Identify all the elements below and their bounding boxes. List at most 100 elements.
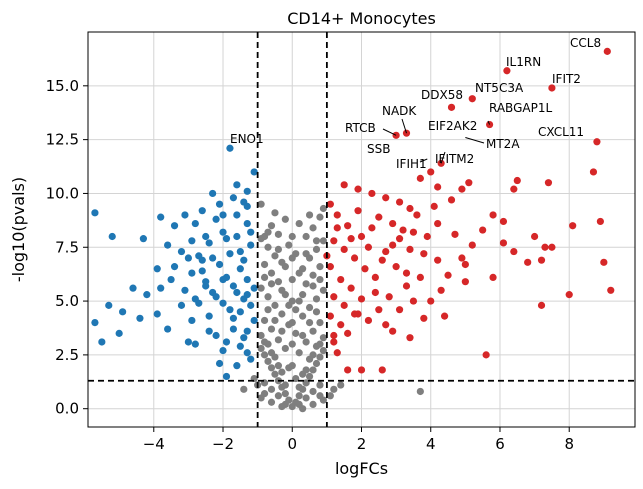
data-point-ns [267, 222, 276, 230]
data-point-up [524, 258, 532, 266]
data-point-down [243, 187, 251, 195]
data-point-ns [319, 237, 328, 245]
data-point-up [531, 232, 539, 241]
data-point-ns [257, 284, 265, 292]
data-point-up [489, 211, 497, 219]
data-point-up [607, 286, 615, 294]
gene-label: EIF2AK2 [428, 119, 477, 133]
data-point-ns [299, 331, 307, 340]
data-point-down [184, 254, 192, 262]
data-point-down [157, 213, 165, 221]
data-point-ns [271, 301, 279, 309]
data-point-down [215, 200, 224, 208]
data-point-up [375, 213, 383, 221]
data-point-ns [264, 243, 272, 251]
data-point-down [233, 232, 241, 241]
data-point-up [465, 179, 473, 187]
data-point-ns [302, 250, 310, 258]
data-point-up [434, 256, 442, 264]
data-point-ns [267, 325, 276, 333]
gene-label: CXCL11 [538, 125, 584, 139]
data-point-up [569, 222, 577, 230]
data-point-down [247, 228, 255, 236]
gene-label: MT2A [486, 137, 520, 151]
data-point-down [247, 355, 255, 363]
data-point-ns [278, 402, 286, 411]
data-point-ns [416, 387, 424, 396]
data-point-ns [316, 318, 324, 327]
data-point-down [219, 299, 227, 307]
data-point-up [382, 321, 390, 329]
data-point-ns [319, 286, 328, 294]
data-point-down [198, 207, 206, 215]
data-point-up [427, 297, 435, 305]
data-point-ns [288, 275, 296, 284]
data-point-up [603, 47, 611, 55]
data-point-down [209, 254, 217, 262]
data-point-up [333, 211, 341, 219]
data-point-ns [330, 385, 338, 393]
data-point-ns [302, 366, 310, 374]
data-point-up [402, 282, 411, 290]
data-point-up [451, 230, 459, 238]
data-point-down [222, 235, 231, 243]
annotation-leader-line [487, 120, 491, 125]
data-point-up [347, 284, 355, 292]
data-point-up [364, 243, 373, 251]
data-point-up [326, 200, 334, 208]
data-point-ns [278, 310, 286, 318]
data-point-down [233, 181, 241, 189]
data-point-up [382, 247, 390, 256]
data-point-up [354, 207, 362, 215]
data-point-down [205, 239, 213, 247]
data-point-ns [326, 392, 334, 400]
data-point-down [229, 282, 238, 290]
data-point-ns [288, 318, 296, 327]
data-point-ns [309, 351, 317, 359]
data-point-down [198, 256, 206, 264]
data-point-down [91, 209, 99, 217]
data-point-down [119, 308, 127, 316]
data-point-ns [278, 286, 286, 294]
data-point-up [447, 196, 456, 204]
data-point-ns [257, 344, 265, 353]
data-point-down [191, 340, 199, 348]
x-tick-label: 8 [564, 435, 574, 453]
data-point-ns [337, 381, 345, 389]
data-point-down [250, 168, 258, 176]
data-point-down [243, 202, 251, 210]
data-point-up [596, 217, 604, 226]
data-point-up [510, 247, 518, 256]
data-point-up [395, 306, 404, 314]
data-point-up [382, 194, 390, 202]
data-point-up [430, 202, 438, 210]
data-point-down [181, 211, 189, 219]
gene-label: CCL8 [570, 36, 601, 50]
data-point-ns [260, 390, 269, 398]
data-point-ns [240, 385, 248, 393]
data-point-down [167, 275, 175, 284]
data-point-ns [295, 297, 303, 305]
data-point-ns [264, 357, 272, 365]
data-point-down [188, 269, 196, 277]
data-point-down [219, 211, 227, 219]
data-point-ns [299, 405, 307, 413]
data-point-ns [274, 362, 283, 370]
data-point-down [243, 349, 251, 357]
data-point-ns [288, 362, 296, 370]
data-point-ns [292, 329, 300, 337]
data-point-ns [281, 390, 289, 398]
data-point-up [357, 295, 366, 303]
data-point-ns [260, 351, 269, 359]
data-point-down [177, 247, 186, 256]
data-point-ns [302, 280, 310, 288]
data-point-ns [316, 213, 324, 221]
data-point-up [337, 321, 345, 329]
data-point-up [409, 297, 418, 305]
data-point-down [226, 306, 234, 314]
data-point-up [444, 271, 452, 279]
gene-label: IFIH1 [396, 157, 427, 171]
data-point-up [565, 291, 573, 299]
data-point-down [191, 219, 199, 228]
data-point-up [409, 228, 418, 236]
